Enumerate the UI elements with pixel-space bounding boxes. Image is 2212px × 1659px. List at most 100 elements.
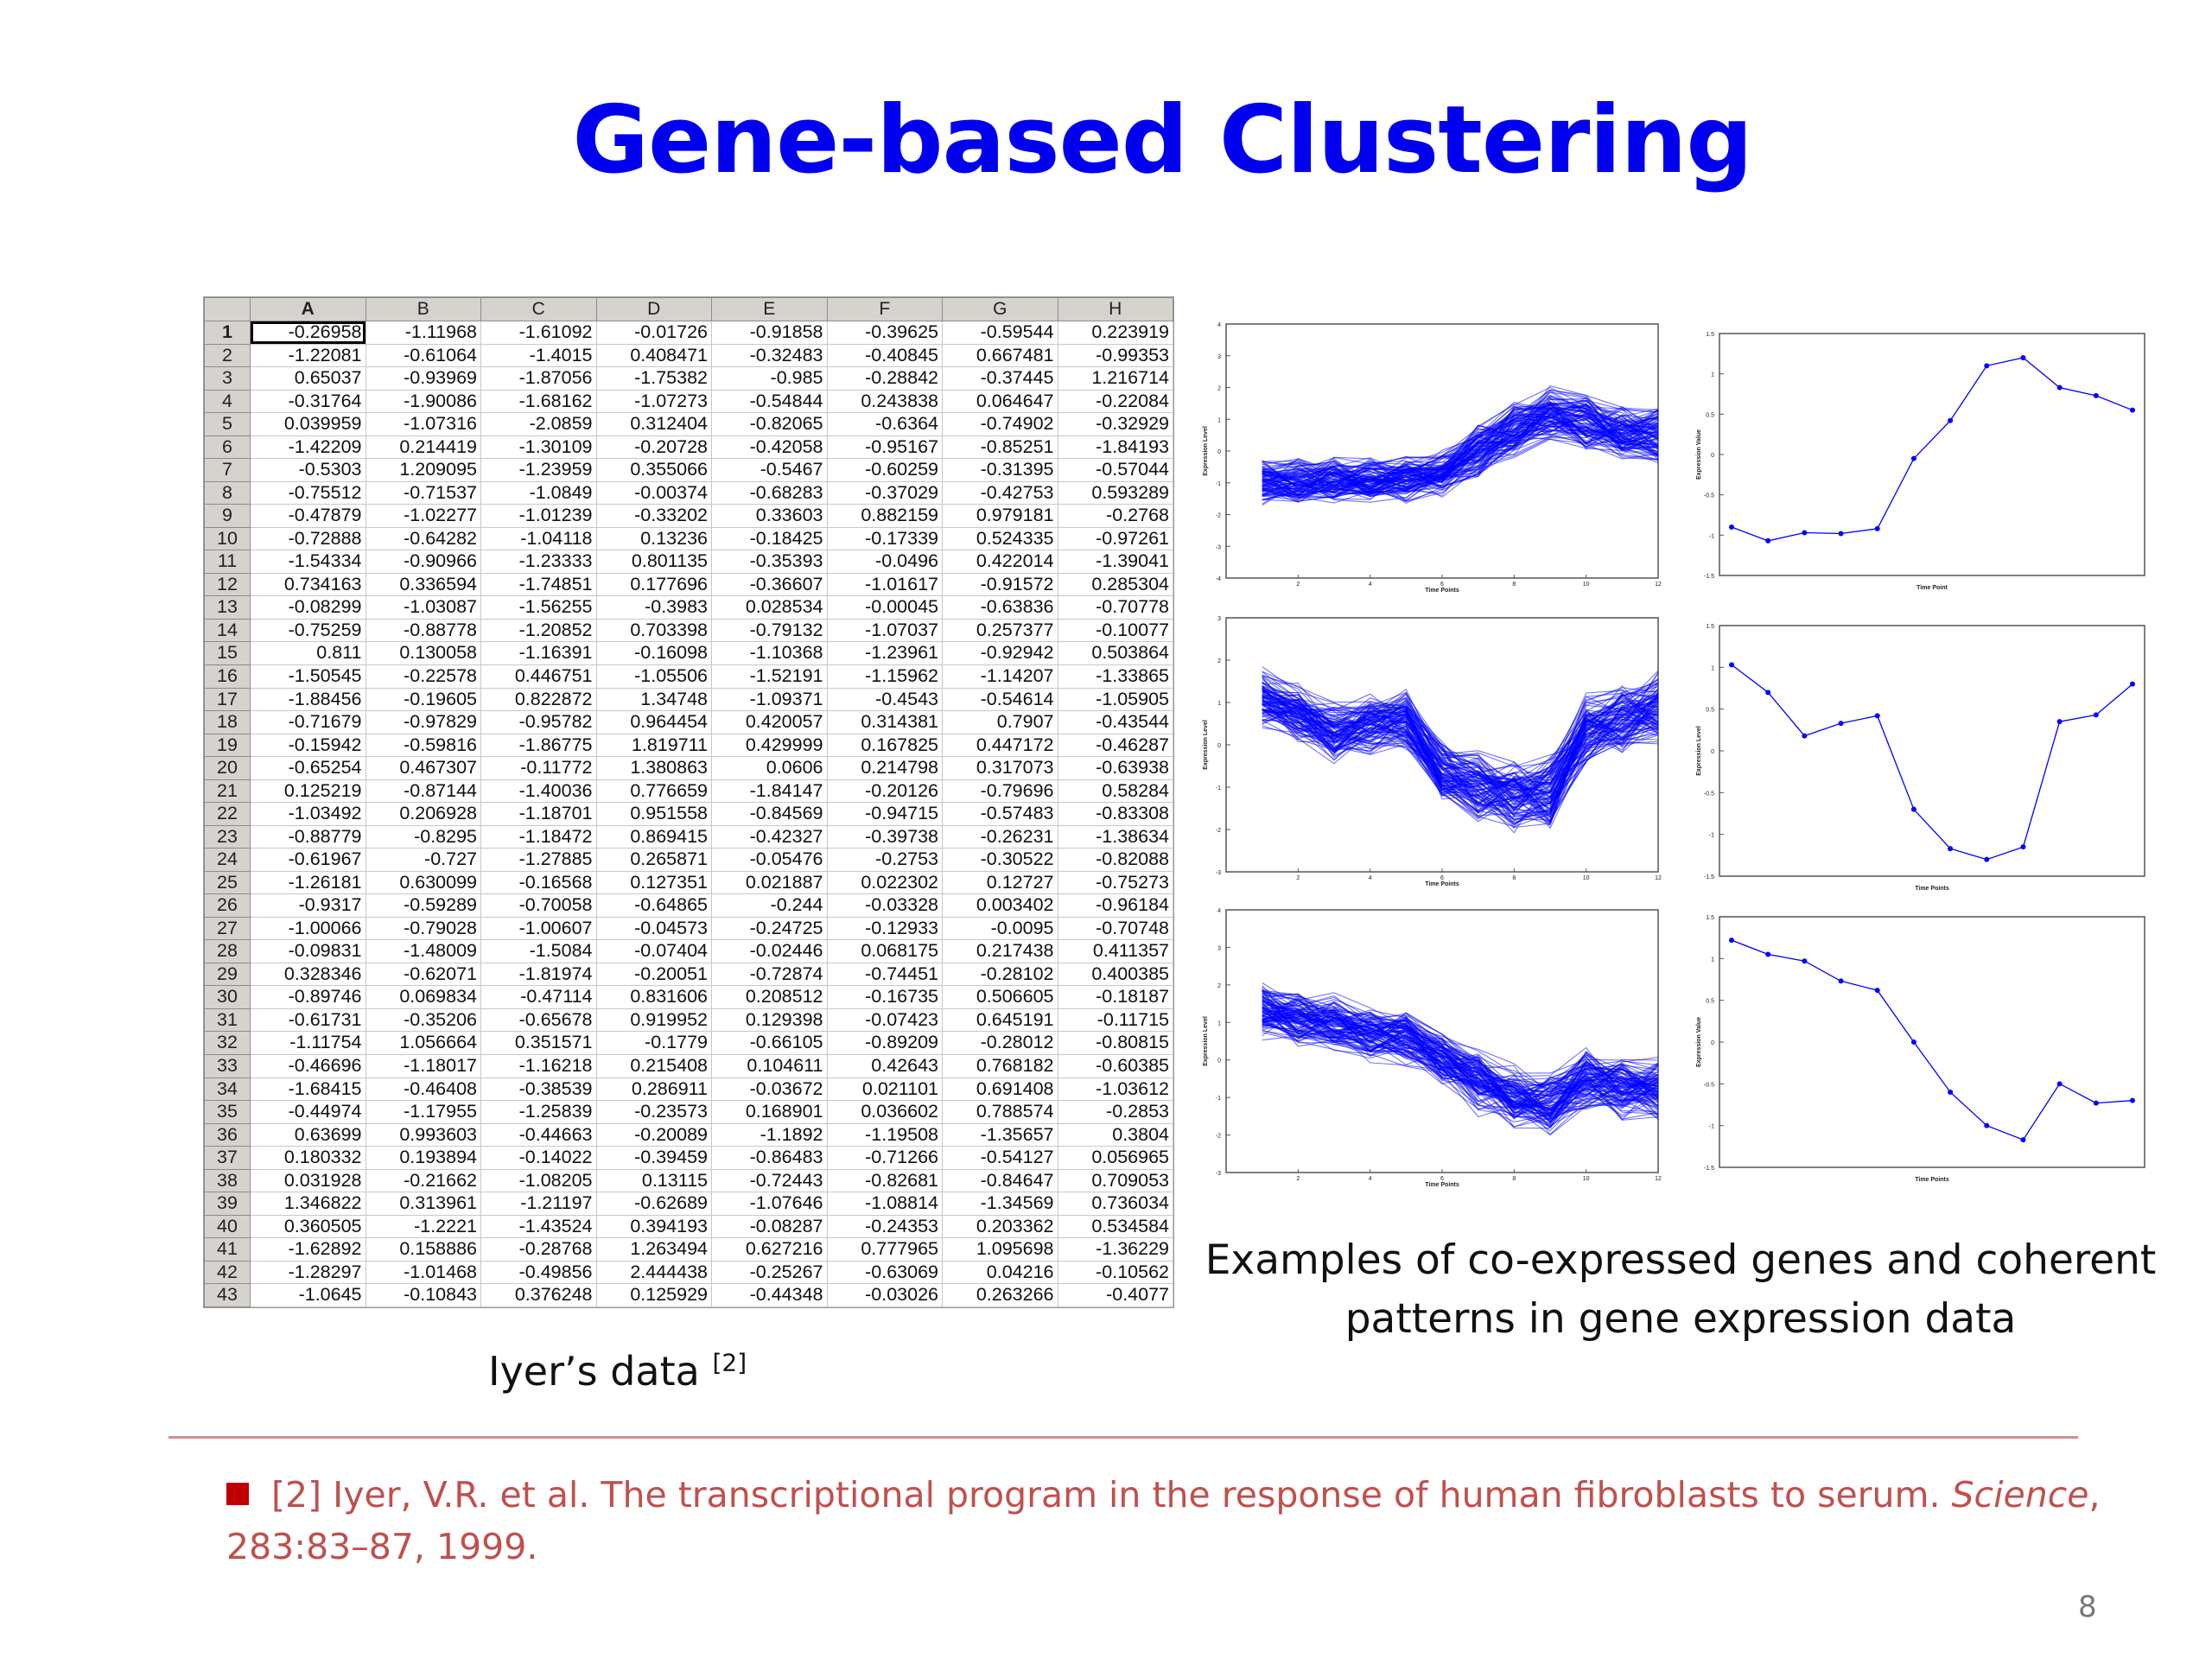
- cell[interactable]: -0.65254: [250, 756, 366, 780]
- cell[interactable]: 0.064647: [942, 390, 1058, 414]
- cell[interactable]: 0.667481: [942, 344, 1058, 368]
- cell[interactable]: -0.60259: [827, 458, 943, 482]
- cell[interactable]: -0.44348: [711, 1283, 828, 1307]
- cell[interactable]: -1.02277: [365, 504, 481, 528]
- row-header[interactable]: 8: [204, 480, 251, 505]
- cell[interactable]: -1.07316: [365, 412, 481, 436]
- cell[interactable]: -1.5084: [480, 939, 597, 963]
- cell[interactable]: 0.376248: [480, 1283, 597, 1307]
- cell[interactable]: -1.33865: [1058, 664, 1173, 689]
- cell[interactable]: -1.20852: [480, 619, 597, 643]
- cell[interactable]: 0.446751: [480, 664, 597, 689]
- cell[interactable]: -0.47114: [480, 985, 597, 1009]
- cell[interactable]: -1.14207: [942, 664, 1058, 689]
- cell[interactable]: -0.11772: [480, 756, 597, 780]
- cell[interactable]: -0.18187: [1058, 985, 1173, 1009]
- cell[interactable]: -0.16568: [480, 871, 597, 895]
- cell[interactable]: -0.91572: [942, 573, 1058, 597]
- cell[interactable]: 0.811: [250, 641, 366, 665]
- cell[interactable]: -0.25267: [711, 1261, 828, 1285]
- cell[interactable]: -0.2753: [827, 848, 943, 872]
- cell[interactable]: 0.203362: [942, 1215, 1058, 1239]
- cell[interactable]: -0.16735: [827, 985, 943, 1009]
- cell[interactable]: -1.01617: [827, 573, 943, 597]
- cell[interactable]: -0.10562: [1058, 1261, 1173, 1285]
- cell[interactable]: -1.56255: [480, 595, 597, 620]
- cell[interactable]: 0.467307: [365, 756, 481, 780]
- cell[interactable]: -0.82065: [711, 412, 828, 436]
- cell[interactable]: -0.19605: [365, 688, 481, 712]
- cell[interactable]: 0.65037: [250, 366, 366, 391]
- cell[interactable]: -1.23961: [827, 641, 943, 665]
- cell[interactable]: -0.5303: [250, 458, 366, 482]
- cell[interactable]: -0.63069: [827, 1261, 943, 1285]
- cell[interactable]: -0.10843: [365, 1283, 481, 1307]
- cell[interactable]: -1.48009: [365, 939, 481, 963]
- cell[interactable]: -0.33202: [596, 504, 712, 528]
- column-header[interactable]: E: [711, 297, 828, 321]
- cell[interactable]: 0.336594: [365, 573, 481, 597]
- cell[interactable]: 0.63699: [250, 1123, 366, 1147]
- row-header[interactable]: 13: [204, 595, 251, 620]
- cell[interactable]: -0.79132: [711, 619, 828, 643]
- cell[interactable]: -0.17339: [827, 527, 943, 551]
- cell[interactable]: -0.20051: [596, 963, 712, 987]
- cell[interactable]: -0.61731: [250, 1008, 366, 1033]
- cell[interactable]: 0.3804: [1058, 1123, 1173, 1147]
- cell[interactable]: -0.64865: [596, 893, 712, 918]
- cell[interactable]: -2.0859: [480, 412, 597, 436]
- cell[interactable]: -0.22084: [1058, 390, 1173, 414]
- column-header[interactable]: B: [365, 297, 481, 321]
- cell[interactable]: -0.75273: [1058, 871, 1173, 895]
- cell[interactable]: -0.82088: [1058, 848, 1173, 872]
- cell[interactable]: -0.60385: [1058, 1054, 1173, 1078]
- cell[interactable]: 0.408471: [596, 344, 712, 368]
- cell[interactable]: -0.28102: [942, 963, 1058, 987]
- cell[interactable]: -1.18701: [480, 802, 597, 826]
- row-header[interactable]: 12: [204, 572, 251, 597]
- cell[interactable]: -0.11715: [1058, 1008, 1173, 1033]
- cell[interactable]: -1.62892: [250, 1237, 366, 1262]
- row-header[interactable]: 40: [204, 1214, 251, 1239]
- cell[interactable]: -0.8295: [365, 825, 481, 849]
- cell[interactable]: -1.17955: [365, 1100, 481, 1124]
- cell[interactable]: -0.54614: [942, 688, 1058, 712]
- cell[interactable]: -1.28297: [250, 1261, 366, 1285]
- cell[interactable]: -0.22578: [365, 664, 481, 689]
- cell[interactable]: -0.0496: [827, 550, 943, 574]
- cell[interactable]: -0.01726: [596, 321, 712, 345]
- row-header[interactable]: 1: [204, 321, 251, 345]
- cell[interactable]: 0.158886: [365, 1237, 481, 1262]
- cell[interactable]: -0.72888: [250, 527, 366, 551]
- cell[interactable]: -0.82681: [827, 1169, 943, 1193]
- cell[interactable]: -0.18425: [711, 527, 828, 551]
- row-header[interactable]: 28: [204, 939, 251, 963]
- cell[interactable]: 0.021101: [827, 1077, 943, 1102]
- cell[interactable]: -0.89746: [250, 985, 366, 1009]
- cell[interactable]: -0.39625: [827, 321, 943, 345]
- row-header[interactable]: 18: [204, 710, 251, 734]
- cell[interactable]: 0.768182: [942, 1054, 1058, 1078]
- cell[interactable]: -1.35657: [942, 1123, 1058, 1147]
- cell[interactable]: 0.33603: [711, 504, 828, 528]
- cell[interactable]: 0.125929: [596, 1283, 712, 1307]
- row-header[interactable]: 9: [204, 504, 251, 528]
- cell[interactable]: 0.13236: [596, 527, 712, 551]
- cell[interactable]: -1.03492: [250, 802, 366, 826]
- cell[interactable]: 1.34748: [596, 688, 712, 712]
- cell[interactable]: -0.87144: [365, 779, 481, 804]
- cell[interactable]: -1.81974: [480, 963, 597, 987]
- cell[interactable]: -1.21197: [480, 1192, 597, 1216]
- cell[interactable]: -0.28842: [827, 366, 943, 391]
- row-header[interactable]: 30: [204, 985, 251, 1009]
- cell[interactable]: 0.039959: [250, 412, 366, 436]
- cell[interactable]: -1.08814: [827, 1192, 943, 1216]
- cell[interactable]: -0.75259: [250, 619, 366, 643]
- row-header[interactable]: 26: [204, 893, 251, 918]
- cell[interactable]: 0.355066: [596, 458, 712, 482]
- cell[interactable]: -0.62071: [365, 963, 481, 987]
- cell[interactable]: -0.86483: [711, 1146, 828, 1170]
- cell[interactable]: 0.263266: [942, 1283, 1058, 1307]
- cell[interactable]: -0.04573: [596, 917, 712, 941]
- cell[interactable]: -0.23573: [596, 1100, 712, 1124]
